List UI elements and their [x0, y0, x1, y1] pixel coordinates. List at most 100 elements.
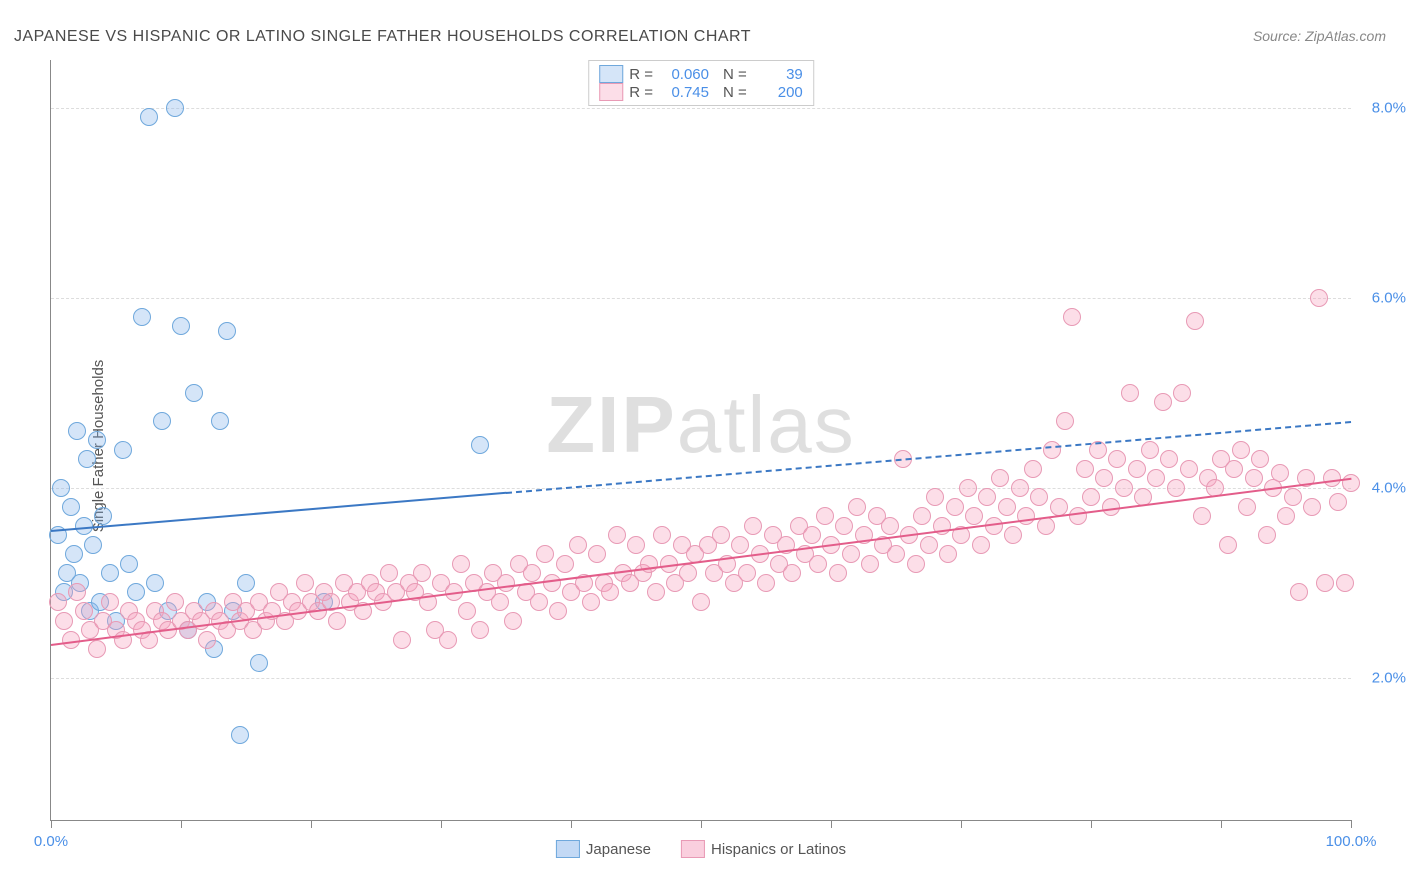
data-point — [757, 574, 775, 592]
data-point — [1173, 384, 1191, 402]
chart-container: JAPANESE VS HISPANIC OR LATINO SINGLE FA… — [0, 0, 1406, 892]
x-tick — [1091, 820, 1092, 828]
data-point — [1167, 479, 1185, 497]
data-point — [608, 526, 626, 544]
data-point — [146, 574, 164, 592]
data-point — [1160, 450, 1178, 468]
data-point — [569, 536, 587, 554]
data-point — [185, 384, 203, 402]
data-point — [1284, 488, 1302, 506]
data-point — [1017, 507, 1035, 525]
data-point — [530, 593, 548, 611]
data-point — [471, 436, 489, 454]
data-point — [68, 422, 86, 440]
data-point — [1024, 460, 1042, 478]
y-tick-label: 8.0% — [1372, 99, 1406, 116]
data-point — [1076, 460, 1094, 478]
data-point — [1303, 498, 1321, 516]
legend-item: Hispanics or Latinos — [681, 840, 846, 858]
data-point — [809, 555, 827, 573]
data-point — [920, 536, 938, 554]
data-point — [588, 545, 606, 563]
data-point — [439, 631, 457, 649]
x-tick — [571, 820, 572, 828]
data-point — [491, 593, 509, 611]
data-point — [1115, 479, 1133, 497]
data-point — [452, 555, 470, 573]
data-point — [536, 545, 554, 563]
data-point — [627, 536, 645, 554]
data-point — [296, 574, 314, 592]
data-point — [237, 574, 255, 592]
data-point — [679, 564, 697, 582]
data-point — [1030, 488, 1048, 506]
data-point — [601, 583, 619, 601]
legend-row: R =0.745N =200 — [599, 83, 803, 101]
data-point — [49, 593, 67, 611]
data-point — [1082, 488, 1100, 506]
data-point — [413, 564, 431, 582]
data-point — [1342, 474, 1360, 492]
data-point — [972, 536, 990, 554]
data-point — [1251, 450, 1269, 468]
data-point — [166, 99, 184, 117]
data-point — [504, 612, 522, 630]
source-label: Source: ZipAtlas.com — [1253, 28, 1386, 44]
legend-item: Japanese — [556, 840, 651, 858]
data-point — [1186, 312, 1204, 330]
data-point — [78, 450, 96, 468]
data-point — [198, 631, 216, 649]
data-point — [75, 602, 93, 620]
data-point — [1063, 308, 1081, 326]
legend-swatch — [599, 65, 623, 83]
gridline — [51, 488, 1351, 489]
data-point — [744, 517, 762, 535]
x-tick — [1221, 820, 1222, 828]
data-point — [1193, 507, 1211, 525]
data-point — [120, 555, 138, 573]
y-tick-label: 2.0% — [1372, 669, 1406, 686]
data-point — [1323, 469, 1341, 487]
legend-row: R =0.060N =39 — [599, 65, 803, 83]
data-point — [1238, 498, 1256, 516]
chart-title: JAPANESE VS HISPANIC OR LATINO SINGLE FA… — [14, 28, 751, 46]
data-point — [1329, 493, 1347, 511]
data-point — [523, 564, 541, 582]
data-point — [887, 545, 905, 563]
data-point — [1258, 526, 1276, 544]
data-point — [68, 583, 86, 601]
data-point — [582, 593, 600, 611]
data-point — [1011, 479, 1029, 497]
stats-legend: R =0.060N =39R =0.745N =200 — [588, 60, 814, 106]
data-point — [133, 308, 151, 326]
data-point — [1043, 441, 1061, 459]
data-point — [94, 507, 112, 525]
trend-line — [51, 478, 1351, 646]
data-point — [549, 602, 567, 620]
data-point — [1271, 464, 1289, 482]
data-point — [55, 612, 73, 630]
data-point — [114, 441, 132, 459]
data-point — [998, 498, 1016, 516]
x-tick — [441, 820, 442, 828]
data-point — [926, 488, 944, 506]
data-point — [842, 545, 860, 563]
data-point — [1095, 469, 1113, 487]
data-point — [458, 602, 476, 620]
data-point — [848, 498, 866, 516]
series-legend: Japanese Hispanics or Latinos — [556, 840, 846, 858]
data-point — [166, 593, 184, 611]
data-point — [647, 583, 665, 601]
data-point — [250, 654, 268, 672]
data-point — [140, 108, 158, 126]
data-point — [653, 526, 671, 544]
y-tick-label: 4.0% — [1372, 479, 1406, 496]
data-point — [84, 536, 102, 554]
trend-line — [51, 492, 506, 532]
data-point — [1069, 507, 1087, 525]
data-point — [393, 631, 411, 649]
data-point — [816, 507, 834, 525]
watermark: ZIPatlas — [546, 379, 855, 471]
x-tick-label: 0.0% — [34, 833, 68, 850]
data-point — [991, 469, 1009, 487]
